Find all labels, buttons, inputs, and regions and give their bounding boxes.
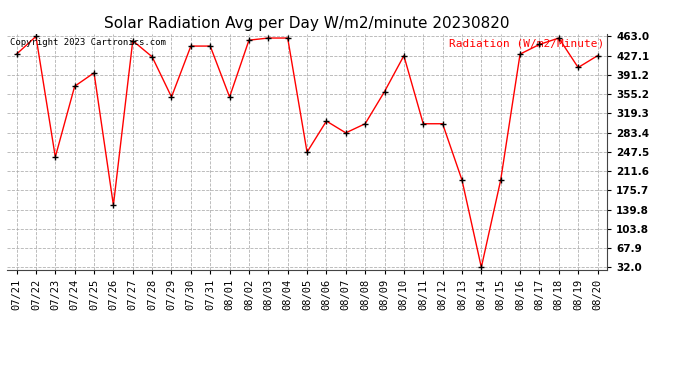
- Text: Copyright 2023 Cartronics.com: Copyright 2023 Cartronics.com: [10, 39, 166, 48]
- Text: Radiation (W/m2/Minute): Radiation (W/m2/Minute): [449, 39, 604, 48]
- Title: Solar Radiation Avg per Day W/m2/minute 20230820: Solar Radiation Avg per Day W/m2/minute …: [104, 16, 510, 31]
